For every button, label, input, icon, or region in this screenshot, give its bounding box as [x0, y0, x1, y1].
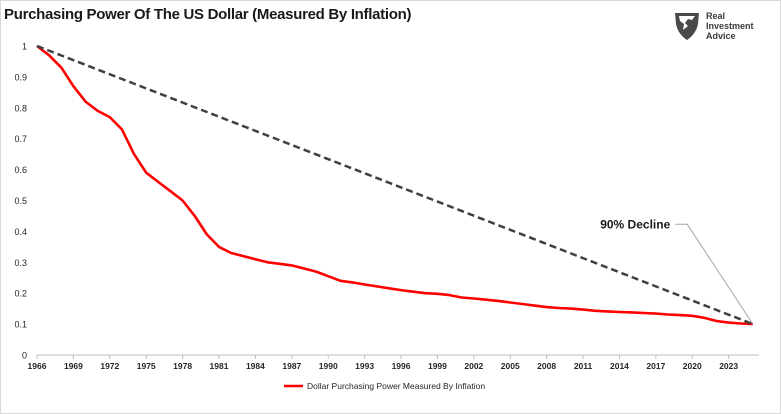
x-tick-label: 1972: [100, 361, 119, 371]
chart-axes: 0 0.1 0.2 0.3 0.4 0.5 0.6 0.7 0.8 0.9 1 1966 1969 197…: [14, 42, 759, 371]
x-tick-label: 1999: [428, 361, 447, 371]
x-tick-label: 2002: [464, 361, 483, 371]
x-tick-label: 1975: [137, 361, 156, 371]
x-tick-label: 1984: [246, 361, 265, 371]
x-tick-label: 1987: [282, 361, 301, 371]
x-tick-label: 2017: [646, 361, 665, 371]
x-tick-label: 2023: [719, 361, 738, 371]
y-tick-label: 0.8: [14, 103, 27, 113]
y-tick-label: 0.4: [14, 227, 27, 237]
x-tick-label: 2011: [574, 361, 593, 371]
x-tick-label: 1996: [392, 361, 411, 371]
eagle-shield-icon: [675, 13, 699, 40]
y-tick-label: 0.6: [14, 165, 27, 175]
x-tick-label: 1966: [28, 361, 47, 371]
chart-annotations: 90% Decline: [600, 217, 754, 325]
x-tick-label: 2008: [537, 361, 556, 371]
y-tick-label: 0.1: [14, 320, 27, 330]
x-tick-label: 1993: [355, 361, 374, 371]
x-tick-label: 1981: [210, 361, 229, 371]
x-tick-label: 1969: [64, 361, 83, 371]
y-tick-label: 0: [22, 351, 27, 361]
chart-marks: [36, 44, 754, 326]
logo-line-investment: Investment: [706, 21, 754, 31]
chart-legend: Dollar Purchasing Power Measured By Infl…: [284, 381, 485, 391]
x-tick-label: 1978: [173, 361, 192, 371]
annotation-90-percent-decline: 90% Decline: [600, 217, 670, 231]
chart-title: Purchasing Power Of The US Dollar (Measu…: [4, 6, 412, 23]
legend-label: Dollar Purchasing Power Measured By Infl…: [307, 381, 485, 391]
y-tick-label: 0.9: [14, 72, 27, 82]
x-tick-label: 2005: [501, 361, 520, 371]
dashed-trend-line: [36, 44, 754, 326]
x-tick-label: 2014: [610, 361, 629, 371]
y-tick-label: 0.3: [14, 258, 27, 268]
y-tick-label: 1: [22, 42, 27, 52]
purchasing-power-line: [36, 44, 753, 326]
annotation-leader-line: [675, 223, 754, 325]
x-tick-label: 2020: [683, 361, 702, 371]
logo-line-advice: Advice: [706, 31, 736, 41]
logo-text: Real Investment Advice: [706, 11, 754, 41]
y-tick-label: 0.2: [14, 289, 27, 299]
x-tick-label: 1990: [319, 361, 338, 371]
y-tick-label: 0.7: [14, 134, 27, 144]
y-tick-label: 0.5: [14, 196, 27, 206]
real-investment-advice-logo: Real Investment Advice: [672, 10, 772, 44]
logo-line-real: Real: [706, 11, 726, 21]
